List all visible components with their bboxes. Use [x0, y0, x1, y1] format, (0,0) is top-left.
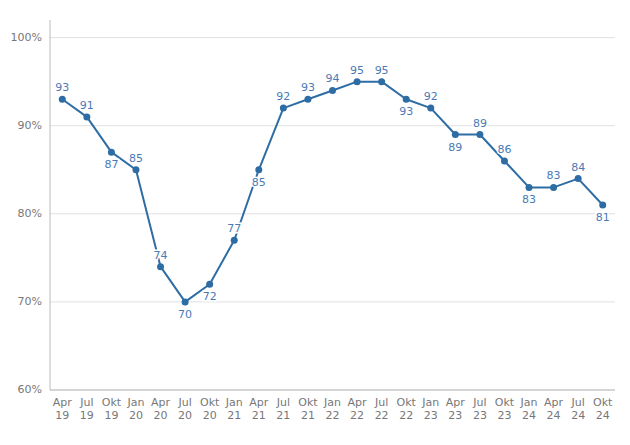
data-label: 93	[399, 105, 413, 118]
x-tick-label: Jan24	[520, 396, 538, 422]
y-axis-line	[50, 20, 51, 390]
marker	[329, 87, 336, 94]
x-axis: Apr19 Jul19 Okt19Jan20 Apr20 Jul20 Okt20 Jan21…	[53, 396, 613, 422]
data-label: 86	[497, 143, 511, 156]
grid-line	[50, 213, 615, 214]
marker	[550, 184, 557, 191]
x-tick-label: Okt21	[298, 396, 318, 422]
data-label: 77	[227, 222, 241, 235]
marker	[452, 131, 459, 138]
data-label: 95	[375, 64, 389, 77]
marker	[427, 105, 434, 112]
x-tick-label: Jul19	[79, 396, 94, 422]
marker	[575, 175, 582, 182]
x-tick-label: Apr21	[249, 396, 269, 422]
x-tick-label: Jul24	[571, 396, 586, 422]
marker	[157, 263, 164, 270]
x-tick-label: Okt19	[102, 396, 122, 422]
x-tick-label: Okt20	[200, 396, 220, 422]
x-tick-label: Apr19	[53, 396, 73, 422]
data-label: 83	[547, 169, 561, 182]
x-tick-label: Jul20	[177, 396, 192, 422]
data-labels: 93 91 87 85 74 70 72 77 85 92 93 94 95 95 93 92 89 89 86 83…	[55, 64, 609, 321]
marker	[108, 149, 115, 156]
x-tick-label: Apr20	[151, 396, 171, 422]
line	[62, 82, 602, 302]
marker	[231, 237, 238, 244]
data-label: 91	[80, 99, 94, 112]
series	[59, 78, 606, 305]
data-label: 92	[276, 90, 290, 103]
x-tick-label: Jul22	[374, 396, 389, 422]
marker	[304, 96, 311, 103]
x-tick-label: Jul23	[472, 396, 487, 422]
y-tick-label: 90%	[18, 119, 42, 132]
x-tick-label: Apr23	[446, 396, 466, 422]
chart: 60% 70% 80% 90% 100% Apr19 Jul19 Okt19Jan20 Apr2…	[0, 0, 630, 445]
y-tick-label: 100%	[11, 31, 42, 44]
x-tick-label: Jan21	[225, 396, 243, 422]
data-label: 85	[129, 152, 143, 165]
x-axis-line	[50, 390, 615, 391]
marker	[403, 96, 410, 103]
marker	[206, 281, 213, 288]
grid-line	[50, 37, 615, 38]
data-label: 89	[473, 117, 487, 130]
data-label: 85	[252, 176, 266, 189]
data-label: 93	[301, 81, 315, 94]
y-tick-label: 60%	[18, 383, 42, 396]
data-label: 84	[571, 161, 585, 174]
marker	[476, 131, 483, 138]
grid-line	[50, 125, 615, 126]
data-label: 72	[203, 290, 217, 303]
x-tick-label: Jul21	[276, 396, 291, 422]
data-label: 89	[448, 141, 462, 154]
data-label: 93	[55, 81, 69, 94]
marker	[255, 166, 262, 173]
x-tick-label: Okt23	[495, 396, 515, 422]
marker	[182, 298, 189, 305]
data-label: 87	[104, 158, 118, 171]
data-label: 74	[154, 249, 168, 262]
marker	[280, 105, 287, 112]
y-tick-label: 70%	[18, 295, 42, 308]
data-label: 81	[596, 211, 610, 224]
x-tick-label: Jan20	[126, 396, 144, 422]
x-tick-label: Jan23	[421, 396, 439, 422]
y-tick-label: 80%	[18, 207, 42, 220]
data-label: 94	[326, 72, 340, 85]
x-tick-label: Okt22	[397, 396, 417, 422]
data-label: 95	[350, 64, 364, 77]
marker	[132, 166, 139, 173]
marker	[501, 157, 508, 164]
grid-line	[50, 390, 615, 391]
x-tick-label: Okt24	[593, 396, 613, 422]
marker	[526, 184, 533, 191]
marker	[354, 78, 361, 85]
marker	[378, 78, 385, 85]
marker	[59, 96, 66, 103]
x-tick-label: Apr24	[544, 396, 564, 422]
data-label: 70	[178, 308, 192, 321]
x-tick-label: Jan22	[323, 396, 341, 422]
y-axis: 60% 70% 80% 90% 100%	[11, 20, 615, 396]
data-label: 92	[424, 90, 438, 103]
marker	[83, 113, 90, 120]
grid-line	[50, 301, 615, 302]
x-tick-label: Apr22	[348, 396, 368, 422]
marker	[599, 202, 606, 209]
data-label: 83	[522, 193, 536, 206]
